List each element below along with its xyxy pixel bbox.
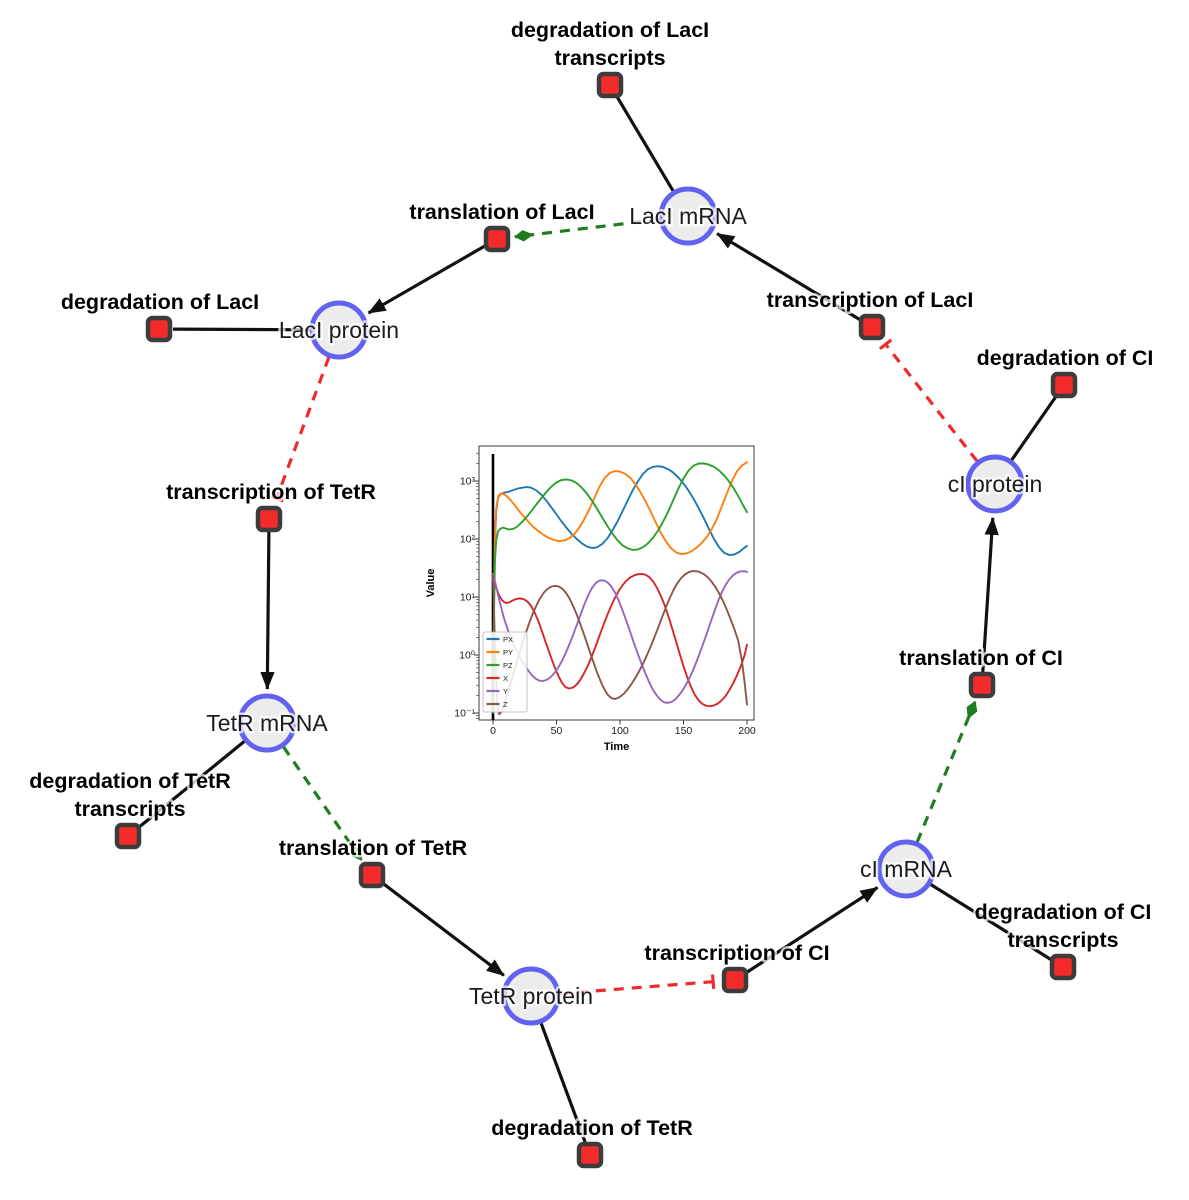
y-minor-ticks (476, 452, 479, 719)
x-axis-label: Time (604, 741, 629, 753)
edge-ci-mrna-to-translation-of-ci (915, 700, 978, 843)
x-tick-label: 50 (551, 725, 563, 737)
series-line-X (492, 572, 748, 708)
legend-entry-PX: PX (503, 635, 513, 644)
edge-tetr-mrna-to-degradation-of-tetr-transcripts (137, 740, 246, 829)
label-translation-of-laci: translation of LacI (409, 200, 594, 224)
edge-laci-protein-to-transcription-of-tetr (269, 356, 331, 503)
series-line-Z (492, 570, 748, 716)
node-translation-of-ci (968, 671, 996, 699)
edge-transcription-of-ci-to-ci-mrna (745, 886, 879, 975)
label-degradation-of-laci: degradation of LacI (61, 290, 259, 314)
y-tick-label: 10¹ (460, 592, 476, 604)
edge-ci-protein-to-transcription-of-laci (878, 338, 979, 463)
legend-entry-Y: Y (503, 687, 508, 696)
series-line-Y (492, 570, 748, 704)
node-transcription-of-laci (858, 313, 886, 341)
label-degradation-of-tetr-transcripts-line1: degradation of TetR (29, 769, 231, 793)
legend-entry-Z: Z (503, 700, 508, 709)
node-transcription-of-tetr (255, 505, 283, 533)
edge-tetr-protein-to-degradation-of-tetr (539, 1022, 587, 1143)
node-ci-protein (965, 454, 1025, 514)
x-tick-label: 200 (738, 725, 756, 737)
x-tick-label: 100 (611, 725, 629, 737)
node-tetr-protein (501, 966, 561, 1026)
node-laci-mrna (658, 186, 718, 246)
y-tick-label: 10³ (460, 476, 476, 488)
edge-transcription-of-laci-to-laci-mrna (716, 232, 862, 322)
labels-layer: LacI mRNA LacI protein cI protein TetR mRNA… (27, 16, 1156, 1143)
edge-transcription-of-tetr-to-tetr-mrna (260, 531, 275, 690)
y-tick-label: 10⁰ (459, 650, 475, 662)
y-axis-label: Value (425, 569, 437, 598)
label-degradation-of-ci-transcripts-line2: transcripts (1007, 928, 1118, 952)
x-tick-label: 150 (675, 725, 693, 737)
edge-laci-mrna-to-degradation-of-laci-transcripts (615, 96, 675, 192)
node-translation-of-tetr (358, 861, 386, 889)
label-degradation-of-tetr: degradation of TetR (491, 1116, 693, 1140)
legend-entry-X: X (503, 674, 508, 683)
label-degradation-of-tetr-transcripts-line2: transcripts (74, 797, 185, 821)
label-degradation-of-laci-transcripts-line1: degradation of LacI (511, 18, 709, 42)
x-ticks (492, 720, 748, 725)
series-line-PZ (492, 462, 748, 714)
legend-entry-PY: PY (503, 648, 513, 657)
edges-layer (137, 96, 1058, 1143)
series-layer (492, 461, 748, 716)
node-degradation-of-ci-transcripts (1049, 953, 1077, 981)
label-transcription-of-tetr: transcription of TetR (166, 480, 376, 504)
edge-ci-protein-to-degradation-of-ci (1010, 395, 1058, 462)
chart-svg: 0 50 100 150 200 10⁻¹ 10⁰ 10¹ 10² 10³ Ti… (425, 445, 756, 753)
label-degradation-of-ci: degradation of CI (977, 346, 1154, 370)
simulation-chart: 0 50 100 150 200 10⁻¹ 10⁰ 10¹ 10² 10³ Ti… (420, 428, 770, 768)
edge-tetr-mrna-to-translation-of-tetr (282, 745, 364, 862)
label-transcription-of-ci: transcription of CI (644, 941, 829, 965)
y-tick-label: 10² (460, 534, 476, 546)
label-degradation-of-ci-transcripts-line1: degradation of CI (975, 900, 1152, 924)
edge-translation-of-ci-to-ci-protein (981, 517, 999, 673)
edge-laci-mrna-to-translation-of-laci (514, 217, 660, 242)
node-translation-of-laci (483, 225, 511, 253)
nodes-layer (114, 71, 1078, 1169)
legend-entry-PZ: PZ (503, 661, 513, 670)
node-degradation-of-laci (145, 315, 173, 343)
axes-frame (478, 445, 755, 721)
node-degradation-of-tetr-transcripts (114, 822, 142, 850)
node-tetr-mrna (237, 693, 297, 753)
x-tick-label: 0 (490, 725, 496, 737)
series-line-PY (492, 461, 748, 704)
node-laci-protein (309, 300, 369, 360)
edge-laci-protein-to-degradation-of-laci (172, 327, 311, 332)
node-degradation-of-ci (1050, 371, 1078, 399)
edge-tetr-protein-to-transcription-of-ci (559, 974, 716, 996)
node-ci-mrna (876, 839, 936, 899)
label-laci-protein: LacI protein (279, 317, 399, 343)
series-line-PX (492, 465, 748, 704)
label-degradation-of-laci-transcripts-line2: transcripts (554, 46, 665, 70)
label-transcription-of-laci: transcription of LacI (767, 288, 974, 312)
node-degradation-of-tetr (576, 1141, 604, 1169)
node-transcription-of-ci (721, 966, 749, 994)
label-laci-mrna: LacI mRNA (629, 203, 747, 229)
edge-ci-mrna-to-degradation-of-ci-transcripts (929, 883, 1052, 961)
label-tetr-mrna: TetR mRNA (206, 710, 328, 736)
label-tetr-protein: TetR protein (469, 983, 593, 1009)
label-translation-of-tetr: translation of TetR (279, 836, 468, 860)
chart-legend: PX PY PZ XYZ (482, 631, 528, 713)
edge-translation-of-tetr-to-tetr-protein (381, 881, 505, 977)
edge-translation-of-laci-to-laci-protein (367, 244, 487, 315)
label-translation-of-ci: translation of CI (899, 646, 1063, 670)
label-ci-protein: cI protein (948, 471, 1043, 497)
y-tick-label: 10⁻¹ (454, 708, 475, 720)
y-ticks (474, 480, 479, 714)
node-degradation-of-laci-transcripts (596, 71, 624, 99)
label-ci-mrna: cI mRNA (860, 856, 953, 882)
